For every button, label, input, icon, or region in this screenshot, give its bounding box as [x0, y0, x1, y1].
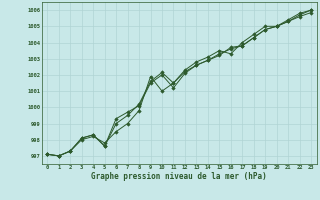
X-axis label: Graphe pression niveau de la mer (hPa): Graphe pression niveau de la mer (hPa) — [91, 172, 267, 181]
